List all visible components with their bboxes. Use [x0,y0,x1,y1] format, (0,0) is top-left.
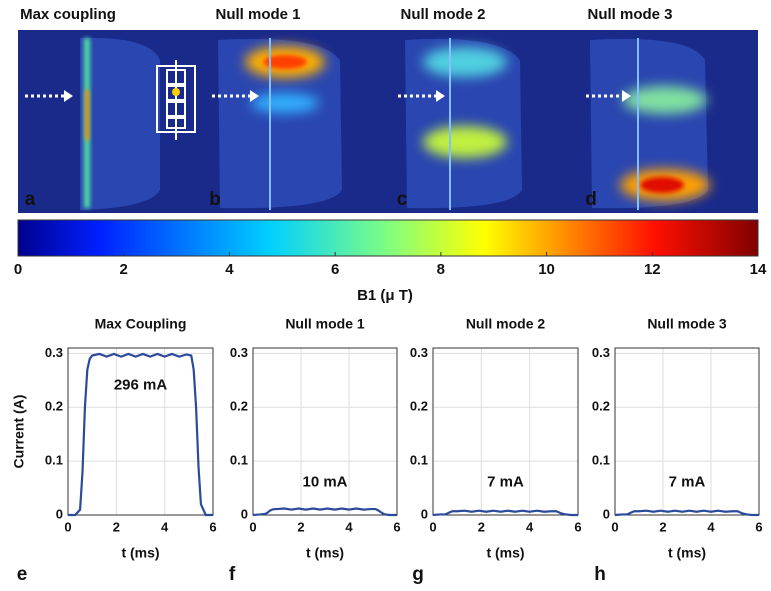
arrow-heads [64,90,631,102]
x-axis-label: t (ms) [668,545,706,561]
y-tick-label: 0 [421,506,428,521]
y-tick-label: 0.3 [410,345,428,360]
y-tick-label: 0.2 [592,399,610,414]
y-tick-label: 0 [603,506,610,521]
x-axis-label: t (ms) [306,545,344,561]
hot-strip [85,90,89,140]
map-title: Max coupling [20,6,116,23]
phantom [590,38,708,209]
x-tick-label: 0 [429,519,436,534]
map-letter: c [397,189,408,210]
map-title: Null mode 3 [587,6,672,23]
axes-box [252,347,398,516]
panel-letter: h [594,564,606,585]
colorbar [17,219,759,257]
map-title: Null mode 2 [400,6,485,23]
colorbar-tick-label: 8 [437,261,445,278]
x-axis-label: t (ms) [121,545,159,561]
y-tick-label: 0 [56,506,63,521]
y-tick-label: 0.1 [592,453,610,468]
y-tick-label: 0.1 [45,453,63,468]
hot-spot [251,93,319,113]
x-tick-label: 0 [611,519,618,534]
b1-maps [18,30,758,213]
annotation: 296 mA [114,377,168,394]
line [432,509,578,517]
y-tick-label: 0.1 [230,453,248,468]
phantom [80,37,160,210]
x-tick-label: 0 [249,519,256,534]
colorbar-tick-label: 12 [644,261,661,278]
map-letter: a [25,189,36,210]
map-title: Null mode 1 [215,6,300,23]
map-letter: d [585,189,597,210]
y-tick-label: 0 [241,506,248,521]
chart-title: Null mode 2 [466,316,546,332]
x-tick-label: 6 [574,519,581,534]
axes-box [67,347,214,516]
x-tick-label: 4 [345,519,353,534]
x-tick-label: 2 [659,519,666,534]
y-tick-label: 0.2 [410,399,428,414]
axes-frame [252,347,398,516]
chart-title: Null mode 3 [647,316,727,332]
y-tick-label: 0.3 [230,345,248,360]
coil-dot [172,88,180,96]
axes-frame [432,347,579,516]
coil-icon [156,60,196,140]
hot-spot [423,126,507,158]
panel-letter: e [17,564,28,585]
phantom [218,38,342,209]
y-tick-label: 0.1 [410,453,428,468]
colorbar-tick-label: 6 [331,261,339,278]
hot-spot [640,177,684,193]
y-tick-label: 0.3 [592,345,610,360]
colorbar-label: B1 (μ T) [357,287,413,304]
hot-spot [423,47,507,77]
axes-frame [67,347,214,516]
x-tick-label: 6 [755,519,762,534]
x-axis-label: t (ms) [486,545,524,561]
y-tick-label: 0.2 [45,399,63,414]
y-tick-label: 0.2 [230,399,248,414]
line [614,509,759,517]
line [68,352,213,517]
x-tick-label: 4 [161,519,169,534]
chart-title: Null mode 1 [285,316,365,332]
x-tick-label: 2 [113,519,120,534]
map-letter: b [209,189,221,210]
annotation: 10 mA [302,474,347,491]
panel-letter: f [229,564,236,585]
colorbar-tick-label: 4 [225,261,234,278]
x-tick-label: 0 [64,519,71,534]
colorbar-tick-label: 14 [750,261,767,278]
panel-letter: g [412,564,424,585]
y-axis-label: Current (A) [11,395,27,469]
x-tick-label: 6 [209,519,216,534]
colorbar-tick-label: 10 [538,261,555,278]
colorbar-tick-label: 2 [120,261,128,278]
line [252,507,397,517]
axes-frame [614,347,760,516]
x-tick-label: 4 [526,519,534,534]
hot-spot [263,55,307,69]
hot-spot [623,86,707,114]
chart-title: Max Coupling [95,316,187,332]
x-tick-label: 6 [393,519,400,534]
annotation: 7 mA [669,474,706,491]
annotation: 7 mA [487,474,524,491]
phantom [405,38,522,209]
x-tick-label: 2 [478,519,485,534]
colorbar-tick-label: 0 [14,261,22,278]
x-tick-label: 4 [707,519,715,534]
y-tick-label: 0.3 [45,345,63,360]
x-tick-label: 2 [297,519,304,534]
